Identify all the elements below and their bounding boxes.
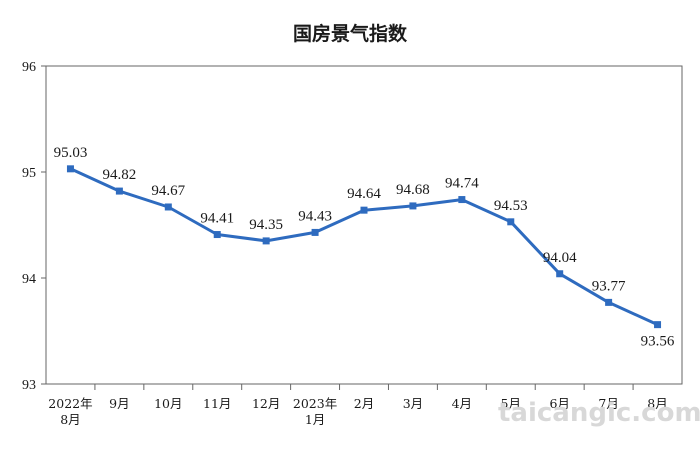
x-tick-label: 6月 bbox=[549, 396, 569, 411]
data-label: 94.35 bbox=[249, 217, 283, 233]
data-point-marker bbox=[360, 206, 368, 214]
data-point-marker bbox=[409, 202, 417, 210]
x-tick-label: 12月 bbox=[252, 396, 280, 411]
x-tick-label: 4月 bbox=[452, 396, 472, 411]
x-tick-label: 2月 bbox=[354, 396, 374, 411]
data-label: 94.68 bbox=[396, 182, 430, 198]
x-tick-label: 10月 bbox=[154, 396, 182, 411]
data-point-marker bbox=[66, 165, 74, 173]
y-tick-label: 94 bbox=[22, 272, 36, 287]
y-axis: 93 94 95 96 bbox=[22, 60, 46, 393]
data-label: 94.82 bbox=[103, 167, 137, 183]
data-label: 94.43 bbox=[298, 208, 332, 224]
x-tick-label: 2022年 8月 bbox=[48, 396, 92, 427]
data-point-marker bbox=[311, 228, 319, 236]
x-tick-label: 7月 bbox=[598, 396, 618, 411]
data-label: 94.64 bbox=[347, 186, 381, 202]
x-axis: 2022年 8月 9月 10月 11月 12月 2023年 1月 2月 3月 4月 5月 6月 7月 8月 bbox=[48, 384, 668, 427]
data-label: 93.56 bbox=[641, 334, 675, 350]
data-point-marker bbox=[213, 231, 221, 239]
data-point-marker bbox=[262, 237, 270, 245]
watermark: taicangic.com bbox=[498, 398, 700, 428]
data-point-marker bbox=[507, 218, 515, 226]
y-tick-label: 95 bbox=[22, 166, 36, 181]
data-labels: 95.03 94.82 94.67 94.41 94.35 94.43 94.64 94.68… bbox=[54, 145, 675, 350]
data-markers bbox=[66, 165, 662, 329]
x-tick-label: 2023年 1月 bbox=[293, 396, 337, 427]
data-point-marker bbox=[115, 187, 123, 195]
data-label: 94.41 bbox=[200, 211, 234, 227]
x-tick-label: 9月 bbox=[109, 396, 129, 411]
x-tick-label: 8月 bbox=[647, 396, 667, 411]
x-tick-label: 3月 bbox=[403, 396, 423, 411]
data-point-marker bbox=[605, 298, 613, 306]
y-tick-label: 96 bbox=[22, 60, 36, 75]
data-label: 94.67 bbox=[151, 183, 185, 199]
x-tick-label: 11月 bbox=[203, 396, 231, 411]
data-label: 94.04 bbox=[543, 250, 577, 266]
x-tick-label: 5月 bbox=[501, 396, 521, 411]
data-label: 94.74 bbox=[445, 176, 479, 192]
data-label: 95.03 bbox=[54, 145, 88, 161]
y-tick-label: 93 bbox=[22, 378, 36, 393]
data-label: 93.77 bbox=[592, 278, 626, 294]
plot-frame bbox=[45, 65, 683, 385]
data-point-marker bbox=[654, 321, 662, 329]
data-point-marker bbox=[164, 203, 172, 211]
data-label: 94.53 bbox=[494, 198, 528, 214]
data-point-marker bbox=[556, 270, 564, 278]
chart-title: 国房景气指数 bbox=[293, 22, 408, 45]
data-point-marker bbox=[458, 196, 466, 204]
